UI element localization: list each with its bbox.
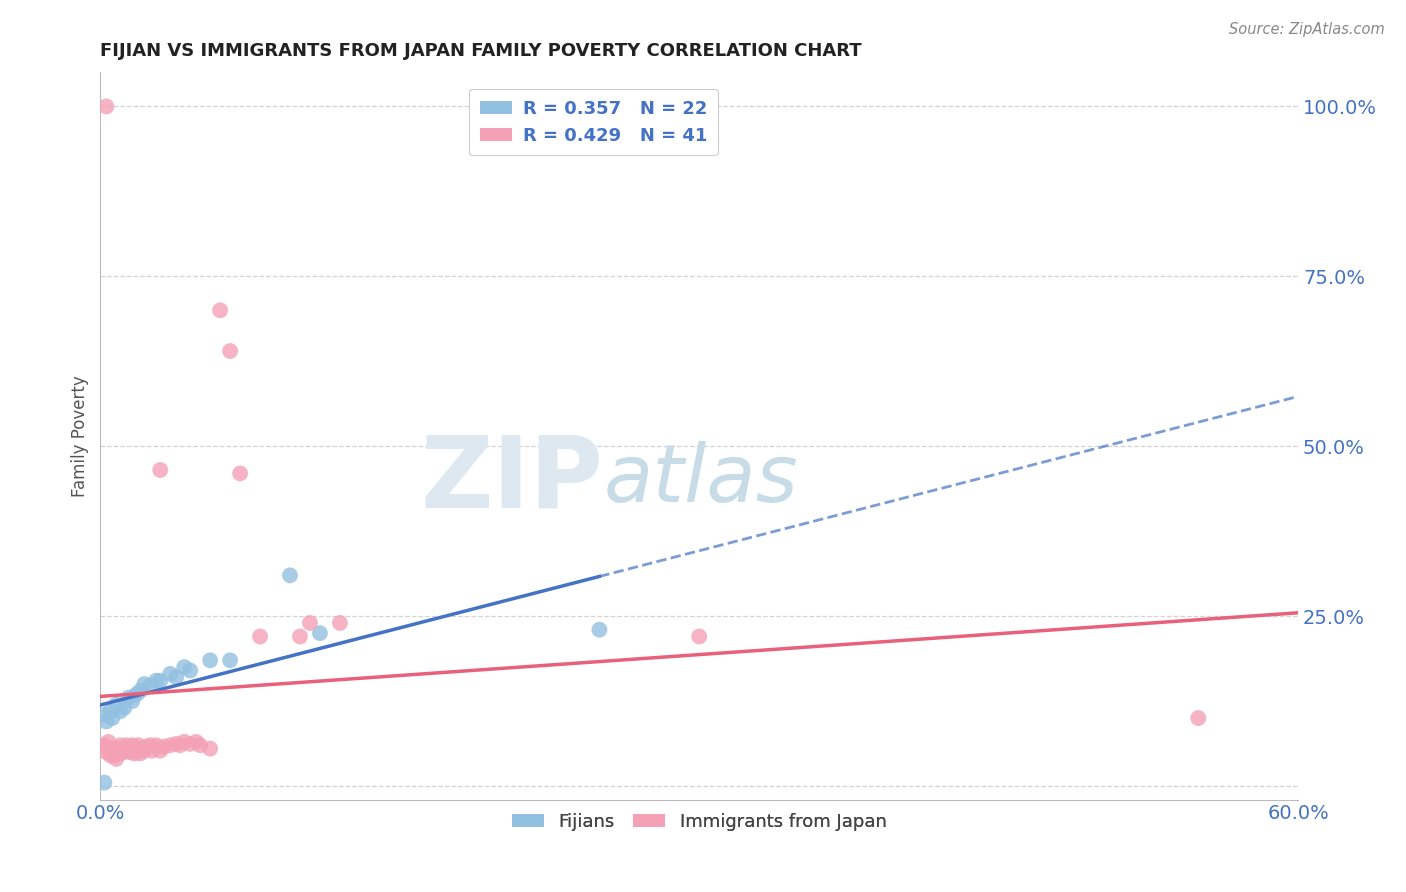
Point (179, 664, 201, 678)
Point (288, 630, 311, 644)
Point (278, 568, 301, 582)
Point (588, 623, 610, 637)
Legend: Fijians, Immigrants from Japan: Fijians, Immigrants from Japan (505, 805, 894, 838)
Text: Source: ZipAtlas.com: Source: ZipAtlas.com (1229, 22, 1385, 37)
Point (141, 744, 163, 758)
Point (219, 344, 242, 359)
Point (229, 467, 252, 481)
Point (209, 303, 232, 318)
Point (93, 707, 115, 722)
Point (125, 741, 148, 756)
Point (129, 684, 152, 698)
Point (219, 653, 242, 667)
Point (105, 698, 128, 712)
Point (149, 463, 172, 477)
Point (93, 738, 115, 752)
Point (173, 735, 195, 749)
Point (173, 660, 195, 674)
Point (149, 744, 172, 758)
Point (127, 738, 149, 752)
Point (149, 673, 172, 688)
Y-axis label: Family Poverty: Family Poverty (72, 376, 89, 497)
Point (112, 745, 135, 759)
Point (112, 701, 135, 715)
Point (329, 615, 352, 630)
Point (110, 738, 132, 752)
Text: atlas: atlas (603, 441, 799, 518)
Point (121, 694, 143, 708)
Point (153, 739, 176, 754)
Point (110, 704, 132, 718)
Point (117, 690, 139, 705)
Point (105, 741, 128, 756)
Point (298, 615, 321, 630)
Point (98, 704, 121, 718)
Text: FIJIAN VS IMMIGRANTS FROM JAPAN FAMILY POVERTY CORRELATION CHART: FIJIAN VS IMMIGRANTS FROM JAPAN FAMILY P… (100, 42, 862, 60)
Point (179, 737, 201, 751)
Point (135, 739, 157, 754)
Text: ZIP: ZIP (420, 431, 603, 528)
Point (188, 738, 211, 752)
Point (96, 745, 118, 759)
Point (145, 738, 167, 752)
Point (145, 673, 167, 688)
Point (309, 626, 332, 640)
Point (139, 738, 162, 752)
Point (198, 741, 221, 756)
Point (101, 741, 124, 756)
Point (125, 687, 148, 701)
Point (249, 630, 271, 644)
Point (165, 670, 187, 684)
Point (1187, 711, 1209, 725)
Point (97, 735, 120, 749)
Point (139, 678, 162, 692)
Point (129, 747, 152, 761)
Point (134, 677, 156, 691)
Point (105, 752, 128, 766)
Point (103, 748, 125, 763)
Point (198, 653, 221, 667)
Point (115, 738, 138, 752)
Point (96, 99, 118, 113)
Point (96, 714, 118, 729)
Point (169, 738, 191, 752)
Point (120, 745, 142, 759)
Point (110, 747, 132, 761)
Point (186, 735, 208, 749)
Point (159, 738, 181, 752)
Point (134, 744, 156, 758)
Point (165, 737, 187, 751)
Point (124, 747, 146, 761)
Point (688, 630, 710, 644)
Point (159, 666, 181, 681)
Point (98, 748, 121, 763)
Point (93, 775, 115, 789)
Point (121, 738, 143, 752)
Point (107, 745, 129, 759)
Point (101, 711, 124, 725)
